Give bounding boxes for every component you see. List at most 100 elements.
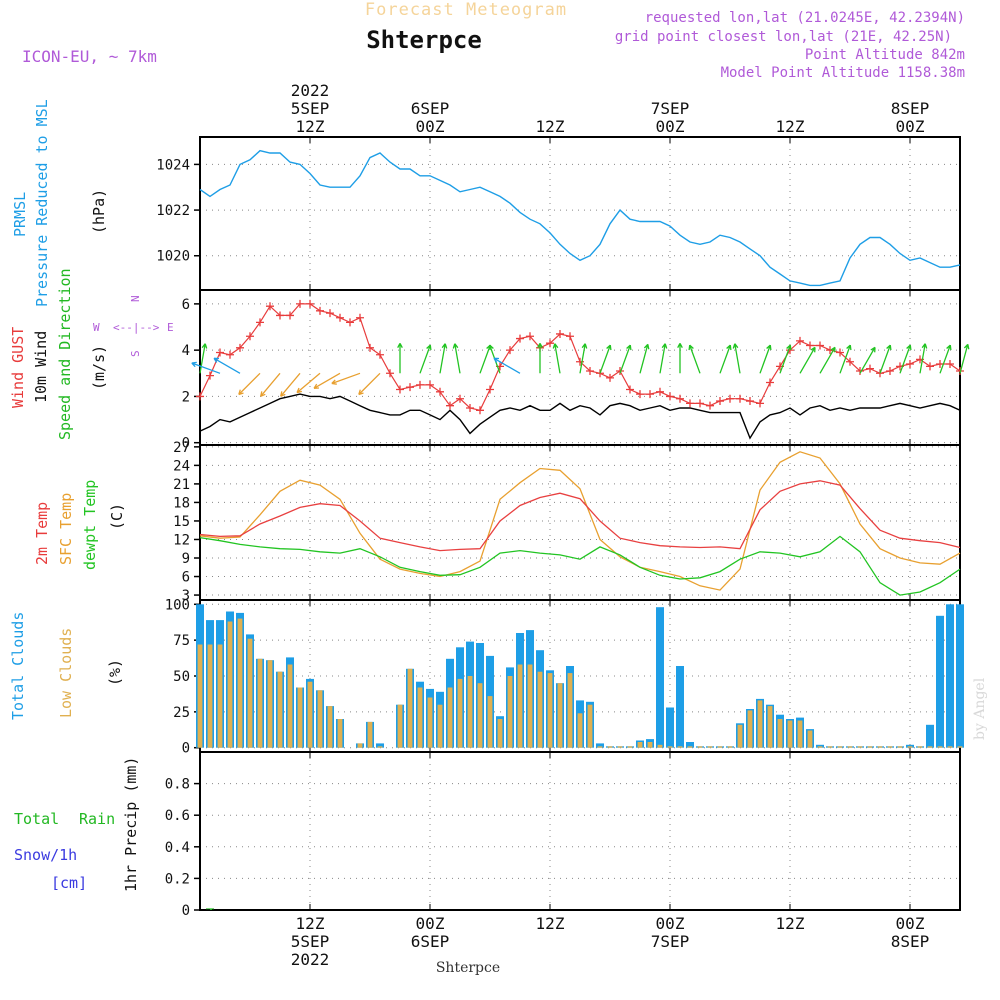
low-cloud-bar bbox=[807, 730, 813, 748]
top-time-label: 00Z bbox=[656, 117, 685, 136]
gust-marker bbox=[406, 383, 414, 392]
low-cloud-bar bbox=[437, 704, 443, 748]
footer-location: Shterpce bbox=[436, 960, 500, 976]
low-cloud-bar bbox=[637, 742, 643, 748]
y-tick-label: 1022 bbox=[156, 203, 190, 219]
compass-rose: N S W E <--|--> bbox=[93, 295, 174, 357]
gust-marker bbox=[396, 385, 404, 394]
wind-direction-arrow bbox=[688, 344, 701, 374]
gust-marker bbox=[636, 390, 644, 399]
gust-marker bbox=[746, 397, 754, 406]
rain-bar bbox=[206, 908, 214, 910]
y-tick-label: 0.4 bbox=[165, 840, 190, 856]
gust-marker bbox=[516, 334, 524, 343]
y-tick-label: 100 bbox=[165, 597, 190, 613]
gust-marker bbox=[216, 348, 224, 357]
y-tick-label: 25 bbox=[173, 705, 190, 721]
wind-direction-arrow bbox=[191, 361, 221, 374]
y-tick-label: 0 bbox=[182, 903, 190, 919]
precip-unit: 1hr Precip (mm) bbox=[122, 757, 140, 892]
gust-marker bbox=[206, 371, 214, 380]
wind-direction-arrow bbox=[397, 342, 403, 374]
gust-marker bbox=[336, 313, 344, 322]
gust-marker bbox=[266, 302, 274, 311]
wind-direction-arrow bbox=[452, 343, 461, 374]
total-cloud-bar bbox=[666, 707, 674, 748]
low-cloud-bar bbox=[847, 746, 853, 748]
bottom-time-label: 5SEP bbox=[291, 932, 330, 951]
low-cloud-bar bbox=[907, 746, 913, 748]
wind-direction-arrow bbox=[552, 343, 561, 374]
low-cloud-bar bbox=[607, 746, 613, 748]
y-tick-label: 21 bbox=[173, 477, 190, 493]
low-cloud-bar bbox=[547, 673, 553, 748]
series-sfc-temp bbox=[199, 451, 961, 591]
low-cloud-bar bbox=[417, 687, 423, 748]
wind-direction-arrow bbox=[419, 344, 432, 374]
total-cloud-bar bbox=[596, 743, 604, 748]
low-cloud-bar bbox=[577, 713, 583, 748]
gust-marker bbox=[856, 366, 864, 375]
gust-marker bbox=[426, 380, 434, 389]
top-title: Forecast Meteogram bbox=[365, 0, 567, 20]
y-tick-label: 6 bbox=[182, 570, 190, 586]
panel-wind: 0 2 4 6 bbox=[182, 289, 970, 452]
total-cloud-bar bbox=[946, 604, 954, 748]
low-cloud-bar bbox=[757, 700, 763, 748]
low-cloud-bar bbox=[937, 746, 943, 748]
y-tick-label: 75 bbox=[173, 633, 190, 649]
low-cloud-bar bbox=[917, 746, 923, 748]
speed-dir-label: Speed and Direction bbox=[56, 268, 74, 440]
low-cloud-bar bbox=[617, 746, 623, 748]
low-cloud-bar bbox=[837, 746, 843, 748]
low-cloud-bar bbox=[667, 746, 673, 748]
gust-marker bbox=[886, 366, 894, 375]
low-cloud-bar bbox=[687, 746, 693, 748]
series-wind10 bbox=[199, 393, 961, 440]
gust-marker bbox=[616, 366, 624, 375]
gust-marker bbox=[766, 378, 774, 387]
wind-direction-arrow bbox=[959, 343, 970, 374]
wind-direction-arrow bbox=[759, 344, 772, 374]
low-cloud-bar bbox=[947, 746, 953, 748]
low-cloud-bar bbox=[737, 724, 743, 748]
y-tick-label: 1020 bbox=[156, 249, 190, 265]
y-tick-label: 6 bbox=[182, 297, 190, 313]
gust-marker bbox=[416, 380, 424, 389]
y-tick-label: 0 bbox=[182, 741, 190, 757]
wind-direction-arrow bbox=[677, 342, 683, 374]
y-tick-label: 27 bbox=[173, 440, 190, 456]
low-cloud-bar bbox=[897, 746, 903, 748]
gust-marker bbox=[246, 332, 254, 341]
pressure-unit: (hPa) bbox=[90, 189, 108, 234]
gust-marker bbox=[676, 394, 684, 403]
total-cloud-bar bbox=[816, 744, 824, 748]
gust-marker bbox=[466, 403, 474, 412]
gust-marker bbox=[696, 399, 704, 408]
bottom-time-label: 12Z bbox=[536, 914, 565, 933]
wind-unit: (m/s) bbox=[90, 345, 108, 390]
wind-direction-arrow bbox=[859, 346, 876, 374]
compass-s: S bbox=[129, 350, 142, 357]
pressure-labels: PRMSL Pressure Reduced to MSL (hPa) bbox=[11, 99, 108, 307]
point-altitude: Point Altitude 842m bbox=[805, 47, 965, 63]
low-cloud-bar bbox=[407, 668, 413, 748]
y-tick-label: 0.6 bbox=[165, 808, 190, 824]
panel-precip: 0 0.2 0.4 0.6 0.8 bbox=[165, 751, 961, 919]
gust-marker bbox=[236, 343, 244, 352]
gust-marker bbox=[796, 336, 804, 345]
y-tick-label: 0.8 bbox=[165, 777, 190, 793]
gust-marker bbox=[326, 309, 334, 318]
y-tick-label: 18 bbox=[173, 495, 190, 511]
gust-marker bbox=[706, 401, 714, 410]
gust-marker bbox=[626, 385, 634, 394]
low-cloud-bar bbox=[477, 683, 483, 748]
gust-marker bbox=[606, 373, 614, 382]
low-cloud-bar bbox=[357, 743, 363, 748]
top-time-label: 5SEP bbox=[291, 99, 330, 118]
low-cloud-bar bbox=[207, 644, 213, 748]
gust-marker bbox=[376, 350, 384, 359]
low-cloud-bar bbox=[447, 687, 453, 748]
total-cloud-bar bbox=[656, 607, 664, 748]
gust-marker bbox=[646, 390, 654, 399]
